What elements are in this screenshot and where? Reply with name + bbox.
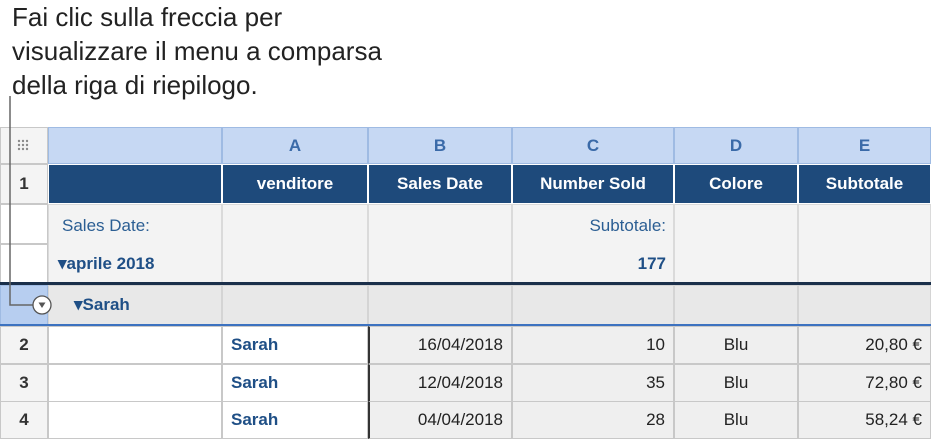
summary-cell [674, 204, 798, 284]
cell: 04/04/2018 [368, 401, 512, 439]
divider [0, 282, 931, 285]
cell-text: Sarah [231, 410, 279, 429]
header-cell: Subtotale [798, 164, 931, 204]
cell-text: Blu [723, 335, 749, 354]
summary-cell [512, 204, 674, 284]
header-cell: Sales Date [368, 164, 512, 204]
row-header-text: 3 [19, 372, 29, 392]
subgroup-label: ▾ Sarah [74, 295, 130, 314]
row-header [0, 285, 48, 325]
cell-text: 35 [646, 372, 665, 392]
subgroup-cell [798, 285, 931, 325]
column-header: E [798, 127, 931, 164]
summary-group-text: aprile 2018 [66, 254, 155, 273]
column-header: D [674, 127, 798, 164]
cell-text: 72,80 € [865, 372, 922, 392]
summary-cell [798, 204, 931, 284]
summary-cell [222, 204, 368, 284]
summary-label: Sales Date: [48, 208, 222, 244]
cell-text: Blu [723, 410, 749, 429]
cell: Blu [674, 326, 798, 364]
cell-text: Sarah [231, 372, 279, 392]
column-header: C [512, 127, 674, 164]
row-header: 2 [0, 326, 48, 364]
row-header [0, 204, 48, 244]
subgroup-cell [222, 285, 368, 325]
header-cell-text: Colore [709, 174, 763, 193]
summary-label-text: Subtotale: [589, 216, 666, 235]
cell-text: 20,80 € [865, 335, 922, 354]
header-cell: Number Sold [512, 164, 674, 204]
cell-text: 16/04/2018 [417, 335, 503, 354]
corner-cell [0, 127, 48, 164]
cell-text: 12/04/2018 [417, 372, 503, 392]
column-header-text: D [729, 135, 743, 155]
summary-cell [368, 204, 512, 284]
callout-text: visualizzare il menu a comparsa [12, 36, 382, 66]
summary-value-text: 177 [637, 254, 666, 273]
row-header: 3 [0, 363, 48, 402]
summary-value: 177 [512, 246, 674, 282]
cell: 72,80 € [798, 363, 931, 402]
subgroup-cell [512, 285, 674, 325]
cell: Sarah [222, 326, 368, 364]
subgroup-cell [368, 285, 512, 325]
header-cell-text: venditore [256, 174, 334, 193]
cell: 35 [512, 363, 674, 402]
cell: Blu [674, 363, 798, 402]
header-cell-text: Sales Date [397, 174, 483, 193]
cell-text: Blu [723, 372, 749, 392]
cell-text: 28 [646, 410, 665, 429]
column-header-text: E [858, 135, 871, 155]
callout-text: Fai clic sulla freccia per [12, 2, 283, 32]
column-header-text: B [433, 135, 447, 155]
column-header-text: A [288, 135, 302, 155]
cell [48, 326, 222, 364]
row-header: 4 [0, 401, 48, 439]
row-header-text: 4 [19, 410, 29, 429]
cell-text: 04/04/2018 [417, 410, 503, 429]
cell: 58,24 € [798, 401, 931, 439]
cell: 28 [512, 401, 674, 439]
subgroup-label-text: Sarah [82, 295, 130, 314]
header-cell: Colore [674, 164, 798, 204]
cell: Sarah [222, 401, 368, 439]
divider [0, 324, 931, 326]
column-header: A [222, 127, 368, 164]
cell [48, 363, 222, 402]
header-cell: venditore [222, 164, 368, 204]
row-header: 1 [0, 164, 48, 204]
cell: 16/04/2018 [368, 326, 512, 364]
cell-text: 10 [646, 335, 665, 354]
cell [48, 401, 222, 439]
cell: 20,80 € [798, 326, 931, 364]
callout-text: della riga di riepilogo. [12, 70, 258, 100]
summary-label-text: Sales Date: [62, 216, 150, 235]
cell-text: Sarah [231, 335, 279, 354]
cell: Blu [674, 401, 798, 439]
column-header [48, 127, 222, 164]
cell: 12/04/2018 [368, 363, 512, 402]
row-header-text: 1 [19, 174, 29, 193]
header-cell-text: Subtotale [825, 174, 904, 193]
cell: 10 [512, 326, 674, 364]
column-header-text: C [586, 135, 600, 155]
subgroup-cell [48, 285, 222, 325]
header-cell-text: Number Sold [540, 174, 646, 193]
summary-group: ▾ aprile 2018 [58, 254, 155, 273]
cell-text: 58,24 € [865, 410, 922, 429]
row-header [0, 244, 48, 284]
column-header: B [368, 127, 512, 164]
summary-label: Subtotale: [512, 208, 674, 244]
row-header-text: 2 [19, 335, 29, 354]
subgroup-cell [674, 285, 798, 325]
cell: Sarah [222, 363, 368, 402]
header-cell [48, 164, 222, 204]
